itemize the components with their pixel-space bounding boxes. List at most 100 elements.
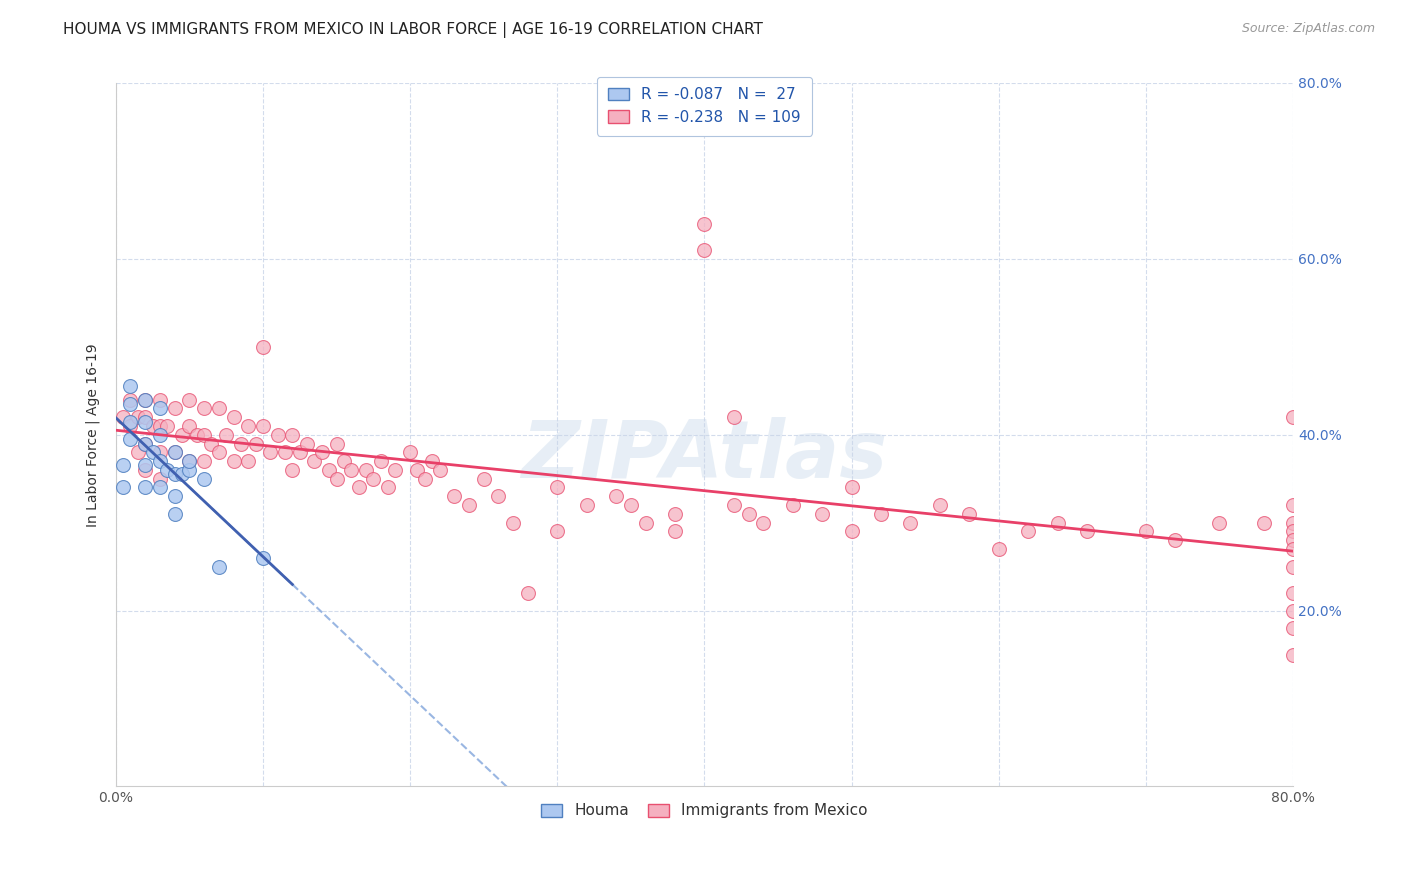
Point xyxy=(333,454,356,468)
Point xyxy=(245,436,267,450)
Point xyxy=(238,454,260,468)
Point xyxy=(112,480,135,494)
Point xyxy=(1282,542,1305,557)
Point xyxy=(281,463,304,477)
Point xyxy=(222,410,245,425)
Text: ZIPAtlas: ZIPAtlas xyxy=(522,417,887,495)
Point xyxy=(399,445,422,459)
Text: HOUMA VS IMMIGRANTS FROM MEXICO IN LABOR FORCE | AGE 16-19 CORRELATION CHART: HOUMA VS IMMIGRANTS FROM MEXICO IN LABOR… xyxy=(63,22,763,38)
Point xyxy=(1282,524,1305,539)
Point xyxy=(693,243,716,257)
Point xyxy=(737,507,759,521)
Point xyxy=(179,418,201,433)
Point xyxy=(516,586,538,600)
Point xyxy=(163,401,186,416)
Point xyxy=(546,524,568,539)
Point xyxy=(252,418,274,433)
Point xyxy=(266,427,288,442)
Point xyxy=(134,463,156,477)
Point xyxy=(149,480,172,494)
Point xyxy=(149,472,172,486)
Point xyxy=(723,498,745,512)
Point xyxy=(208,445,231,459)
Point xyxy=(163,445,186,459)
Point xyxy=(782,498,804,512)
Point xyxy=(163,467,186,482)
Point xyxy=(149,401,172,416)
Point xyxy=(458,498,481,512)
Point xyxy=(377,480,399,494)
Point xyxy=(1164,533,1187,548)
Point xyxy=(149,445,172,459)
Point xyxy=(193,472,215,486)
Point xyxy=(156,463,179,477)
Point xyxy=(252,550,274,565)
Legend: Houma, Immigrants from Mexico: Houma, Immigrants from Mexico xyxy=(534,797,875,824)
Point xyxy=(443,489,465,503)
Point xyxy=(502,516,524,530)
Point xyxy=(1282,410,1305,425)
Point xyxy=(163,507,186,521)
Point xyxy=(274,445,297,459)
Point xyxy=(120,432,142,446)
Point xyxy=(1135,524,1157,539)
Point xyxy=(620,498,643,512)
Point xyxy=(112,410,135,425)
Point xyxy=(134,415,156,429)
Point xyxy=(1282,516,1305,530)
Point xyxy=(193,454,215,468)
Text: Source: ZipAtlas.com: Source: ZipAtlas.com xyxy=(1241,22,1375,36)
Point xyxy=(575,498,598,512)
Point xyxy=(1046,516,1069,530)
Point xyxy=(134,436,156,450)
Point xyxy=(112,458,135,473)
Point xyxy=(163,489,186,503)
Point xyxy=(325,472,347,486)
Point xyxy=(928,498,950,512)
Point xyxy=(957,507,980,521)
Point xyxy=(134,392,156,407)
Point xyxy=(259,445,281,459)
Point xyxy=(546,480,568,494)
Point xyxy=(1282,498,1305,512)
Point xyxy=(170,427,193,442)
Point xyxy=(179,454,201,468)
Point xyxy=(120,415,142,429)
Point xyxy=(634,516,657,530)
Y-axis label: In Labor Force | Age 16-19: In Labor Force | Age 16-19 xyxy=(86,343,100,526)
Point xyxy=(149,418,172,433)
Point xyxy=(170,467,193,482)
Point xyxy=(325,436,347,450)
Point xyxy=(1282,586,1305,600)
Point xyxy=(1076,524,1098,539)
Point xyxy=(311,445,333,459)
Point xyxy=(406,463,429,477)
Point xyxy=(413,472,436,486)
Point xyxy=(486,489,509,503)
Point xyxy=(1282,559,1305,574)
Point xyxy=(179,392,201,407)
Point xyxy=(295,436,318,450)
Point xyxy=(363,472,385,486)
Point xyxy=(1282,648,1305,662)
Point xyxy=(208,559,231,574)
Point xyxy=(134,392,156,407)
Point xyxy=(1253,516,1275,530)
Point xyxy=(841,480,863,494)
Point xyxy=(215,427,238,442)
Point xyxy=(1208,516,1230,530)
Point xyxy=(900,516,922,530)
Point xyxy=(1282,621,1305,635)
Point xyxy=(664,524,686,539)
Point xyxy=(420,454,443,468)
Point xyxy=(222,454,245,468)
Point xyxy=(370,454,392,468)
Point xyxy=(1282,533,1305,548)
Point xyxy=(987,542,1010,557)
Point xyxy=(229,436,252,450)
Point xyxy=(163,445,186,459)
Point xyxy=(120,392,142,407)
Point xyxy=(134,480,156,494)
Point xyxy=(149,454,172,468)
Point xyxy=(193,427,215,442)
